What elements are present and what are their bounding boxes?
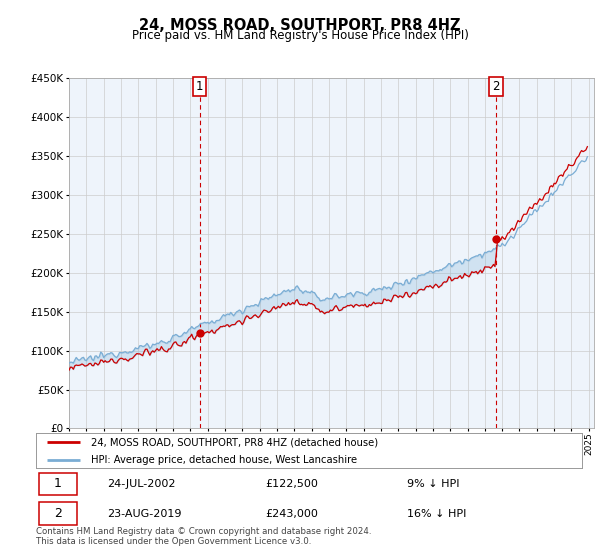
Text: 23-AUG-2019: 23-AUG-2019 bbox=[107, 508, 181, 519]
Text: 1: 1 bbox=[54, 477, 62, 491]
Text: 24-JUL-2002: 24-JUL-2002 bbox=[107, 479, 175, 489]
Text: 2: 2 bbox=[492, 80, 500, 92]
Text: 16% ↓ HPI: 16% ↓ HPI bbox=[407, 508, 467, 519]
Text: Price paid vs. HM Land Registry's House Price Index (HPI): Price paid vs. HM Land Registry's House … bbox=[131, 29, 469, 42]
Text: 2: 2 bbox=[54, 507, 62, 520]
Text: 9% ↓ HPI: 9% ↓ HPI bbox=[407, 479, 460, 489]
Text: £122,500: £122,500 bbox=[265, 479, 318, 489]
Text: £243,000: £243,000 bbox=[265, 508, 318, 519]
Text: HPI: Average price, detached house, West Lancashire: HPI: Average price, detached house, West… bbox=[91, 455, 357, 465]
FancyBboxPatch shape bbox=[39, 502, 77, 525]
Text: 1: 1 bbox=[196, 80, 203, 92]
FancyBboxPatch shape bbox=[39, 473, 77, 495]
Text: Contains HM Land Registry data © Crown copyright and database right 2024.
This d: Contains HM Land Registry data © Crown c… bbox=[36, 526, 371, 546]
Text: 24, MOSS ROAD, SOUTHPORT, PR8 4HZ: 24, MOSS ROAD, SOUTHPORT, PR8 4HZ bbox=[139, 18, 461, 33]
Text: 24, MOSS ROAD, SOUTHPORT, PR8 4HZ (detached house): 24, MOSS ROAD, SOUTHPORT, PR8 4HZ (detac… bbox=[91, 437, 378, 447]
